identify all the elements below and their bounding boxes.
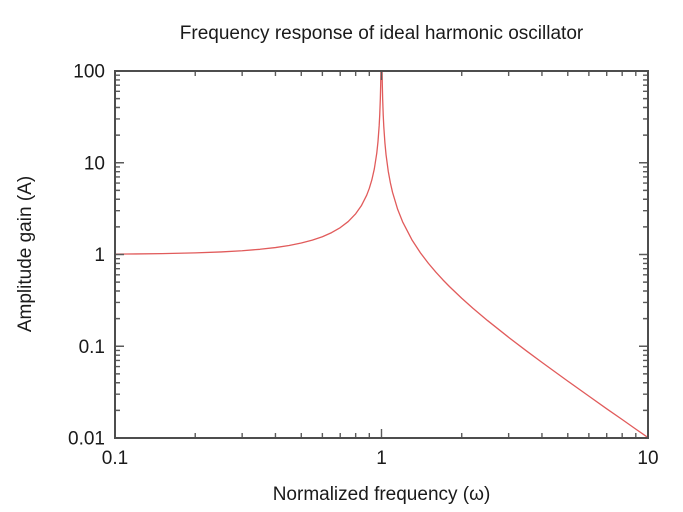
x-tick-label: 0.1	[102, 448, 128, 469]
x-tick-label: 1	[376, 448, 387, 469]
x-tick-label: 10	[637, 448, 658, 469]
y-tick-label: 100	[73, 62, 105, 83]
x-axis-label: Normalized frequency (ω)	[272, 484, 491, 505]
chart-title: Frequency response of ideal harmonic osc…	[179, 23, 584, 44]
y-tick-label: 0.01	[68, 429, 105, 450]
y-tick-label: 0.1	[79, 337, 105, 358]
y-tick-label: 10	[84, 153, 105, 174]
y-tick-label: 1	[94, 245, 105, 266]
axis-ticks	[114, 70, 649, 439]
plot-frame	[114, 70, 649, 439]
gain-curve	[115, 71, 648, 438]
